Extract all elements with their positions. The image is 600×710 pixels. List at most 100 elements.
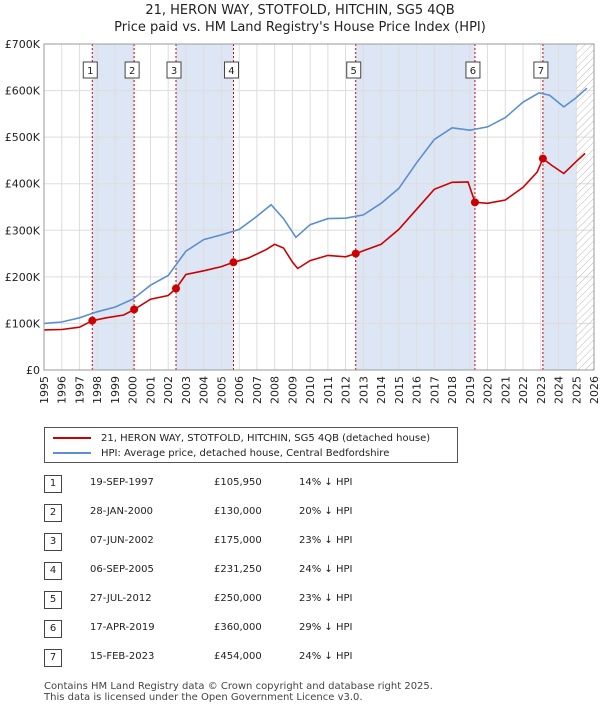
legend: 21, HERON WAY, STOTFOLD, HITCHIN, SG5 4Q…	[44, 427, 458, 463]
transaction-number: 6	[44, 620, 62, 638]
transaction-hpi-diff: 14% ↓ HPI	[299, 477, 353, 488]
transaction-hpi-diff: 24% ↓ HPI	[299, 564, 353, 575]
x-tick-label: 1998	[91, 376, 104, 404]
x-tick-label: 2008	[269, 376, 282, 404]
price-chart: 1 2 3 4 5 6 7 £0 £100K £200K £300K £400K £500K £600K…	[5, 38, 600, 404]
legend-swatch-property	[53, 437, 91, 439]
x-tick-label: 2009	[286, 376, 299, 404]
legend-swatch-hpi	[53, 452, 91, 454]
ownership-band	[542, 44, 577, 370]
x-tick-label: 2026	[588, 376, 600, 404]
ownership-band	[176, 44, 234, 370]
sale-number-label: 1	[87, 66, 93, 77]
transaction-hpi-diff: 20% ↓ HPI	[299, 506, 353, 517]
x-tick-label: 2001	[144, 376, 157, 404]
transaction-date: 19-SEP-1997	[90, 477, 154, 488]
sale-point	[351, 249, 360, 258]
ownership-band	[355, 44, 475, 370]
transaction-price: £250,000	[214, 593, 262, 604]
sale-number-box	[533, 61, 549, 79]
x-tick-label: 1997	[73, 376, 86, 404]
x-tick-label: 2016	[411, 376, 424, 404]
x-tick-label: 2015	[393, 376, 406, 404]
transaction-price: £105,950	[214, 477, 262, 488]
sale-point	[88, 316, 97, 325]
chart-title: 21, HERON WAY, STOTFOLD, HITCHIN, SG5 4Q…	[145, 3, 455, 18]
sale-point	[470, 198, 479, 207]
sale-number-label: 7	[538, 66, 544, 77]
y-tick-label: £200K	[5, 271, 41, 284]
sale-point	[172, 284, 180, 293]
sale-number-label: 5	[351, 66, 357, 77]
transaction-date: 07-JUN-2002	[90, 535, 154, 546]
x-tick-label: 2013	[357, 376, 370, 404]
x-tick-label: 2003	[180, 376, 193, 404]
table-row: 2 28-JAN-2000 £130,000 20% ↓ HPI	[44, 503, 464, 523]
sale-number-box	[166, 61, 182, 79]
sale-number-box	[346, 61, 362, 79]
transaction-hpi-diff: 24% ↓ HPI	[299, 651, 353, 662]
legend-item-property: 21, HERON WAY, STOTFOLD, HITCHIN, SG5 4Q…	[53, 431, 430, 445]
transaction-date: 15-FEB-2023	[90, 651, 155, 662]
transaction-number: 1	[44, 475, 62, 493]
footer-copyright: Contains HM Land Registry data © Crown c…	[44, 681, 433, 692]
transaction-number: 3	[44, 533, 62, 551]
transaction-date: 06-SEP-2005	[90, 564, 154, 575]
transaction-hpi-diff: 23% ↓ HPI	[299, 535, 353, 546]
sale-number-label: 2	[129, 66, 135, 77]
table-row: 6 17-APR-2019 £360,000 29% ↓ HPI	[44, 619, 464, 639]
sale-point	[538, 154, 547, 163]
transaction-number: 5	[44, 591, 62, 609]
x-tick-label: 2018	[446, 376, 459, 404]
sale-number-box	[82, 61, 98, 79]
plot-frame	[43, 43, 595, 371]
future-hatch-region	[576, 44, 594, 370]
transaction-number: 4	[44, 562, 62, 580]
ownership-band	[92, 44, 135, 370]
table-row: 4 06-SEP-2005 £231,250 24% ↓ HPI	[44, 561, 464, 581]
x-tick-label: 2020	[482, 376, 495, 404]
x-tick-label: 2006	[233, 376, 246, 404]
transaction-number: 2	[44, 504, 62, 522]
series-line-hpi	[43, 87, 588, 325]
sale-number-box	[223, 61, 239, 79]
x-tick-label: 2017	[428, 376, 441, 404]
table-row: 7 15-FEB-2023 £454,000 24% ↓ HPI	[44, 648, 464, 668]
x-tick-label: 2011	[322, 376, 335, 404]
transaction-price: £130,000	[214, 506, 262, 517]
x-tick-label: 2014	[375, 376, 388, 404]
x-tick-label: 2000	[127, 376, 140, 404]
table-row: 3 07-JUN-2002 £175,000 23% ↓ HPI	[44, 532, 464, 552]
legend-label-property: 21, HERON WAY, STOTFOLD, HITCHIN, SG5 4Q…	[101, 432, 431, 444]
table-row: 1 19-SEP-1997 £105,950 14% ↓ HPI	[44, 474, 464, 494]
transaction-price: £175,000	[214, 535, 262, 546]
x-tick-label: 1996	[56, 376, 69, 404]
x-tick-label: 2010	[304, 376, 317, 404]
transaction-price: £454,000	[214, 651, 262, 662]
transaction-hpi-diff: 29% ↓ HPI	[299, 622, 353, 633]
y-tick-label: £0	[26, 364, 40, 377]
transaction-price: £231,250	[214, 564, 262, 575]
sale-point	[130, 305, 139, 314]
x-tick-label: 2005	[215, 376, 228, 404]
sale-number-label: 6	[470, 66, 476, 77]
sale-number-label: 3	[171, 66, 177, 77]
transaction-price: £360,000	[214, 622, 262, 633]
sale-number-box	[124, 61, 140, 79]
x-tick-label: 2012	[340, 376, 353, 404]
x-tick-label: 2019	[464, 376, 477, 404]
transaction-hpi-diff: 23% ↓ HPI	[299, 593, 353, 604]
x-tick-label: 2024	[553, 376, 566, 404]
y-tick-label: £600K	[5, 85, 41, 98]
sale-number-label: 4	[228, 66, 234, 77]
x-tick-label: 1995	[38, 376, 51, 404]
transaction-number: 7	[44, 649, 62, 667]
series-line-property	[43, 152, 586, 331]
footer-licence: This data is licensed under the Open Gov…	[44, 692, 363, 703]
x-tick-label: 2022	[517, 376, 530, 404]
table-row: 5 27-JUL-2012 £250,000 23% ↓ HPI	[44, 590, 464, 610]
sale-point	[229, 258, 238, 267]
x-tick-label: 2007	[251, 376, 264, 404]
legend-item-hpi: HPI: Average price, detached house, Cent…	[53, 446, 389, 460]
y-tick-label: £700K	[5, 38, 41, 51]
